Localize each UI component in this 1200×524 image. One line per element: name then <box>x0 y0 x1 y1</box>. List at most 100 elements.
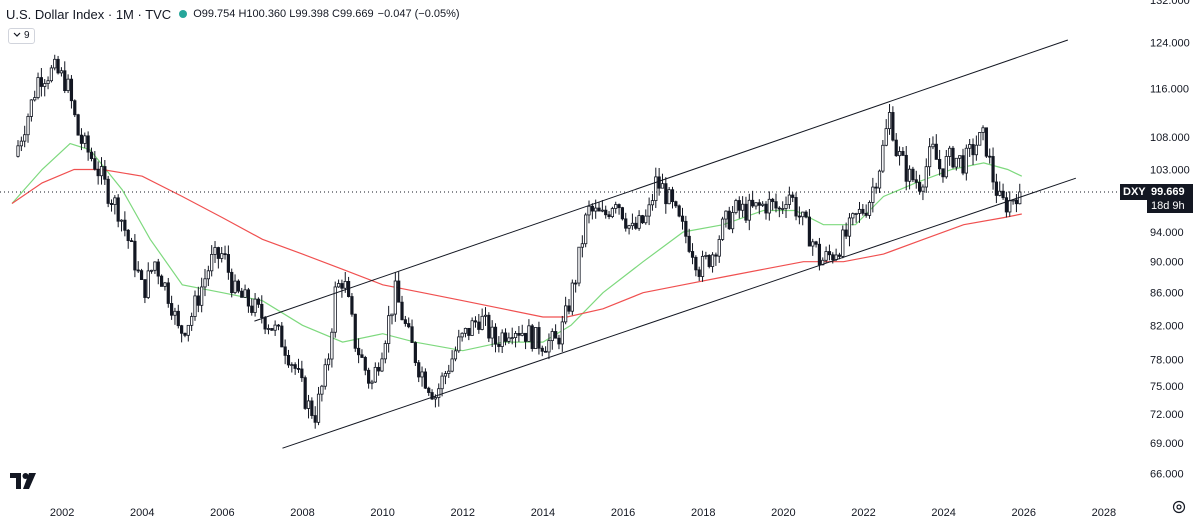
candle-body <box>190 316 194 326</box>
last-price-value: 99.669 <box>1147 183 1193 200</box>
candle-body <box>413 342 417 364</box>
candle-body <box>367 369 371 384</box>
candle-body <box>203 278 207 288</box>
candle-body <box>410 326 414 343</box>
candle-body <box>550 331 554 342</box>
candle-body <box>941 168 945 178</box>
candle-body <box>330 331 334 360</box>
candle-body <box>817 243 822 266</box>
candle-body <box>420 371 424 378</box>
candle-body <box>370 381 374 384</box>
candle-body <box>647 204 651 217</box>
candle-body <box>794 197 798 217</box>
candle-body <box>594 207 598 212</box>
symbol-title[interactable]: U.S. Dollar Index · 1M · TVC <box>6 6 172 22</box>
candle-body <box>79 134 84 144</box>
candle-body <box>737 200 741 211</box>
candle-body <box>170 303 174 316</box>
candle-body <box>123 219 127 231</box>
y-tick-label: 86.000 <box>1150 288 1184 300</box>
candle-body <box>934 143 938 160</box>
candle-body <box>640 215 645 224</box>
trend-channel <box>254 39 1077 449</box>
candle-body <box>533 327 538 349</box>
candle-body <box>787 194 791 205</box>
x-tick-label: 2016 <box>611 507 635 519</box>
indicators-toggle-button[interactable]: 9 <box>8 28 35 44</box>
candle-body <box>520 332 524 336</box>
y-tick-label: 78.000 <box>1150 354 1184 366</box>
candle-body <box>764 203 768 214</box>
candle-body <box>557 337 561 345</box>
candle-body <box>213 247 217 255</box>
candle-body <box>914 179 918 183</box>
candle-body <box>246 289 251 307</box>
candle-body <box>363 357 367 371</box>
candle-body <box>407 323 411 328</box>
candle-body <box>276 324 281 327</box>
candle-body <box>584 214 588 245</box>
candle-body <box>59 70 64 74</box>
candle-body <box>974 144 978 156</box>
candle-body <box>280 325 284 348</box>
candle-body <box>687 235 691 252</box>
candle-body <box>306 400 311 409</box>
symbol-tag: DXY <box>1120 183 1149 200</box>
candle-body <box>811 241 815 247</box>
candle-body <box>500 332 504 347</box>
channel-lower-line <box>282 177 1077 449</box>
candle-body <box>1008 199 1012 213</box>
candle-body <box>173 310 177 316</box>
candle-body <box>196 295 200 306</box>
candle-body <box>730 212 735 230</box>
candle-body <box>657 176 661 189</box>
x-tick-label: 2028 <box>1092 507 1116 519</box>
candle-body <box>240 290 244 298</box>
candle-body <box>53 58 57 69</box>
candle-body <box>560 321 564 345</box>
candle-body <box>149 269 154 272</box>
candle-body <box>660 183 665 189</box>
candle-body <box>133 240 137 271</box>
candle-body <box>293 364 297 369</box>
candle-body <box>83 135 87 144</box>
candle-body <box>113 197 117 205</box>
candle-body <box>637 215 641 229</box>
x-tick-label: 2026 <box>1012 507 1036 519</box>
candle-body <box>781 208 785 210</box>
candle-body <box>243 289 247 298</box>
candle-body <box>497 343 501 347</box>
x-tick-label: 2024 <box>931 507 955 519</box>
candle-body <box>250 305 254 313</box>
candle-body <box>357 347 361 356</box>
x-tick-label: 2008 <box>290 507 314 519</box>
candle-body <box>867 202 872 216</box>
candle-body <box>447 370 451 374</box>
candle-body <box>383 343 387 360</box>
candle-body <box>901 151 905 156</box>
candle-body <box>437 388 441 398</box>
x-tick-label: 2012 <box>451 507 475 519</box>
x-tick-label: 2010 <box>370 507 394 519</box>
candle-body <box>837 254 842 257</box>
tradingview-logo-icon[interactable] <box>10 470 40 492</box>
candle-body <box>119 219 124 222</box>
candle-body <box>513 333 518 338</box>
candle-body <box>757 202 761 206</box>
y-tick-label: 108.000 <box>1150 132 1190 144</box>
candle-body <box>1001 190 1005 199</box>
candle-body <box>400 301 404 321</box>
candle-body <box>66 78 70 91</box>
candle-body <box>670 189 675 203</box>
candle-body <box>951 147 955 168</box>
candle-body <box>139 270 144 280</box>
candle-body <box>440 375 444 390</box>
candle-body <box>954 157 958 168</box>
candle-body <box>393 280 397 315</box>
candle-body <box>624 218 628 229</box>
candle-body <box>998 190 1002 196</box>
candle-body <box>958 155 962 159</box>
candles <box>16 54 1022 429</box>
chart-settings-icon[interactable] <box>1170 498 1188 516</box>
